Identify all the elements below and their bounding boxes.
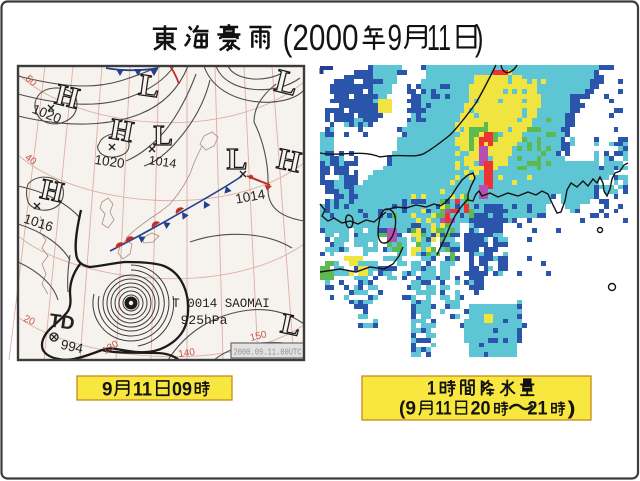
svg-text:(2000: (2000 bbox=[283, 17, 359, 58]
svg-text:9: 9 bbox=[388, 17, 403, 58]
svg-text:(9: (9 bbox=[399, 399, 416, 420]
svg-text:T 0014 SAOMAI: T 0014 SAOMAI bbox=[172, 297, 270, 311]
svg-text:11: 11 bbox=[133, 379, 152, 401]
svg-text:09: 09 bbox=[172, 379, 192, 401]
svg-text:11: 11 bbox=[436, 399, 452, 420]
svg-text:140: 140 bbox=[178, 347, 196, 360]
svg-text:9: 9 bbox=[102, 379, 113, 401]
svg-text:21: 21 bbox=[528, 399, 548, 420]
svg-text:1: 1 bbox=[427, 378, 436, 400]
svg-text:): ) bbox=[568, 399, 576, 420]
svg-text:11: 11 bbox=[427, 17, 451, 58]
svg-text:1014: 1014 bbox=[148, 153, 178, 171]
svg-text:925hPa: 925hPa bbox=[181, 313, 228, 328]
svg-text:150: 150 bbox=[249, 329, 268, 344]
svg-text:): ) bbox=[475, 17, 484, 58]
svg-text:TD: TD bbox=[48, 310, 76, 334]
svg-text:2000.09.11.00UTC: 2000.09.11.00UTC bbox=[234, 347, 302, 358]
svg-text:1020: 1020 bbox=[94, 152, 126, 171]
svg-text:L: L bbox=[153, 120, 172, 152]
svg-text:L: L bbox=[227, 141, 248, 176]
svg-text:1014: 1014 bbox=[234, 186, 267, 206]
svg-text:20: 20 bbox=[22, 313, 37, 328]
svg-text:20: 20 bbox=[471, 399, 491, 420]
svg-text:994: 994 bbox=[59, 337, 85, 356]
